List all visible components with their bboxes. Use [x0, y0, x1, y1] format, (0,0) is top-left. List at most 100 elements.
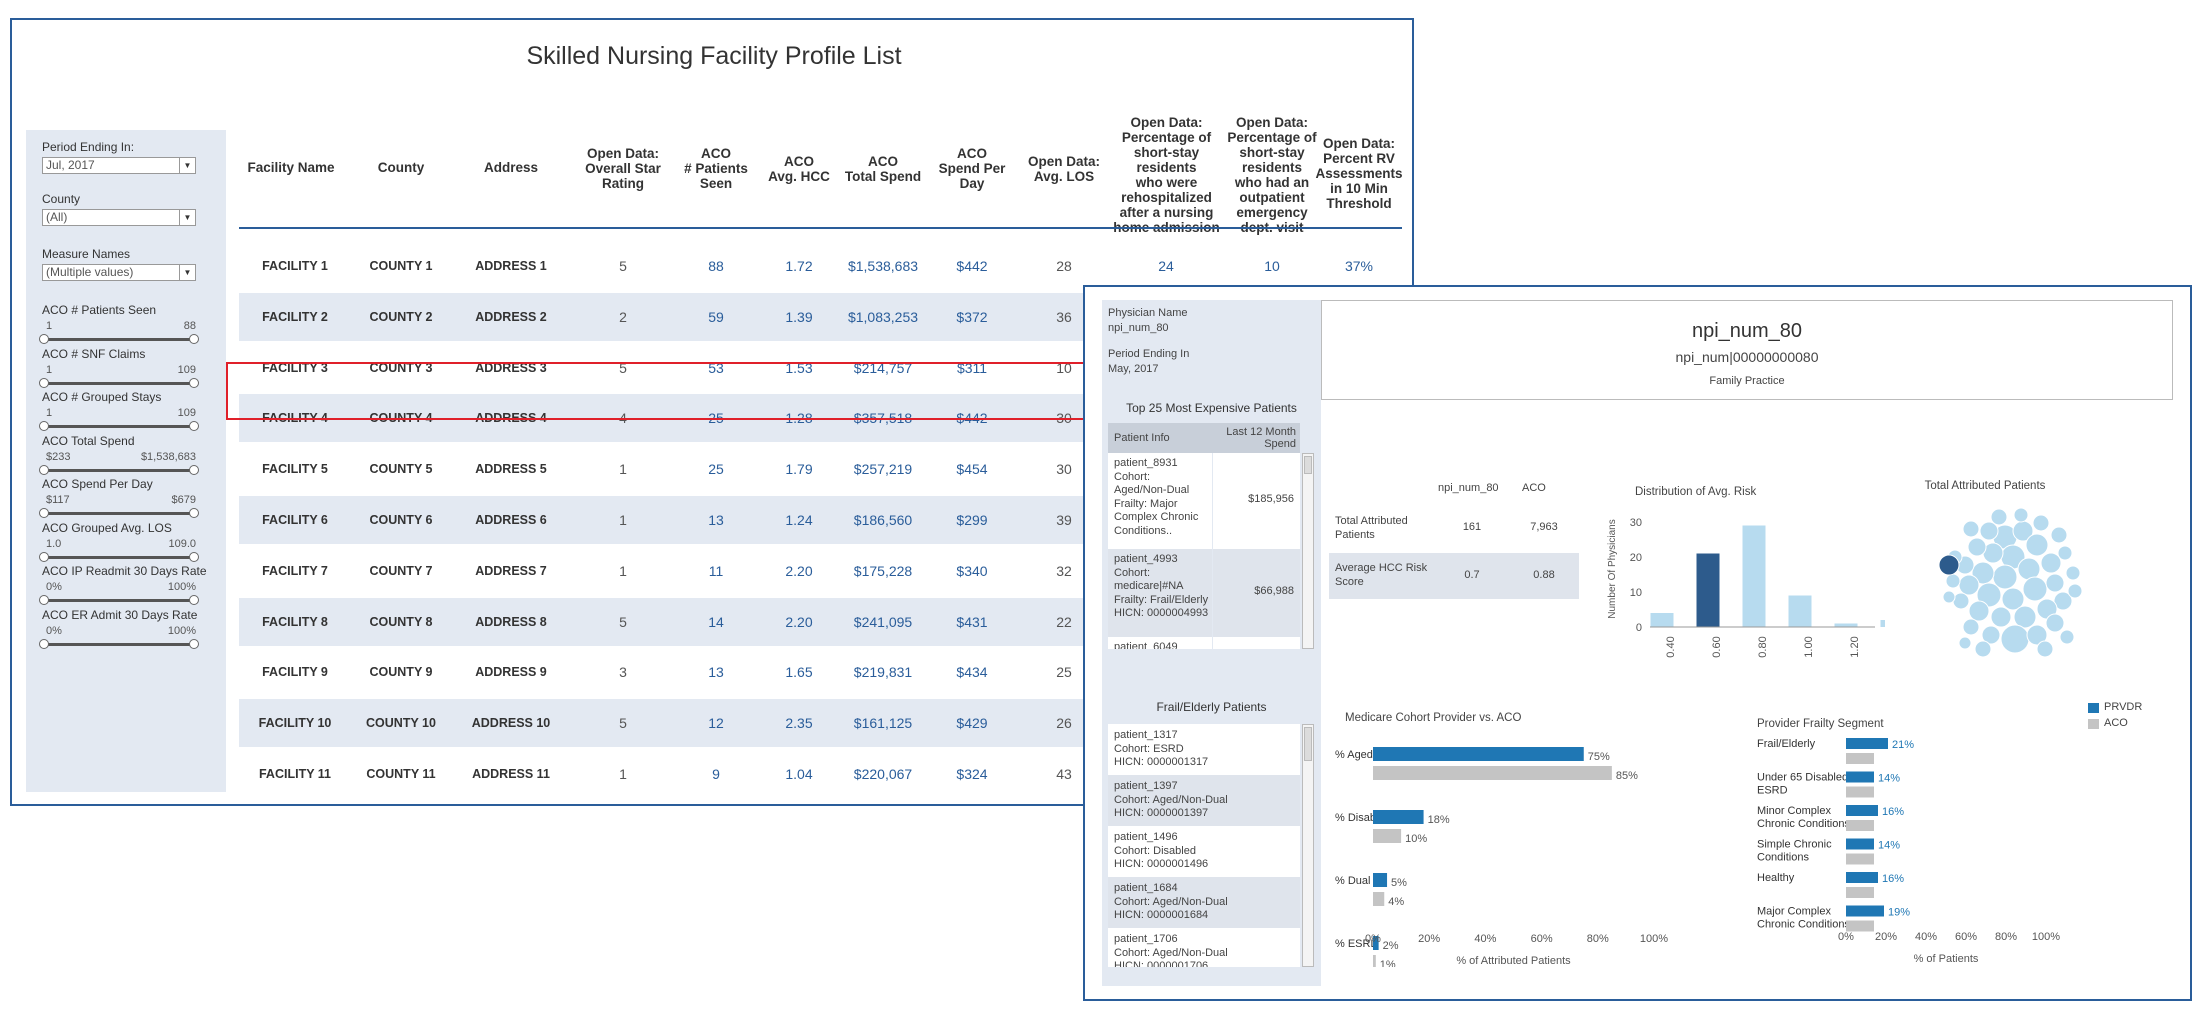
patient-bubble[interactable] — [1981, 625, 2001, 645]
bar-prvdr[interactable] — [1846, 838, 1874, 850]
bar-aco[interactable] — [1373, 766, 1612, 780]
scroll-thumb[interactable] — [1304, 456, 1312, 474]
patient-bubble[interactable] — [2013, 605, 2037, 629]
slider-handle-min[interactable] — [39, 334, 49, 344]
patient-bubble[interactable] — [2067, 583, 2083, 599]
histogram-bar[interactable] — [1742, 525, 1766, 628]
patient-bubble[interactable] — [1976, 582, 2002, 608]
list-item[interactable]: patient_8931 Cohort: Aged/Non-Dual Frail… — [1108, 453, 1300, 549]
bar-prvdr[interactable] — [1373, 810, 1424, 824]
histogram-bar[interactable] — [1650, 613, 1674, 627]
slider-handle-min[interactable] — [39, 595, 49, 605]
chevron-down-icon[interactable]: ▼ — [179, 158, 195, 173]
slider-handle-max[interactable] — [189, 421, 199, 431]
patient-bubble[interactable] — [2059, 629, 2075, 645]
chevron-down-icon[interactable]: ▼ — [179, 210, 195, 225]
top-patients-list[interactable]: patient_8931 Cohort: Aged/Non-Dual Frail… — [1108, 453, 1300, 649]
patient-bubble[interactable] — [1979, 521, 1999, 541]
patient-bubble[interactable] — [2013, 507, 2029, 523]
slider-handle-min[interactable] — [39, 508, 49, 518]
bar-prvdr[interactable] — [1373, 936, 1379, 950]
patient-bubble[interactable] — [2022, 576, 2048, 602]
patient-bubble[interactable] — [2057, 545, 2073, 561]
patient-bubble[interactable] — [2032, 514, 2050, 532]
patient-bubble[interactable] — [2025, 533, 2049, 557]
patient-bubble[interactable] — [1942, 590, 1956, 604]
slider-handle-min[interactable] — [39, 377, 49, 388]
slider-handle-max[interactable] — [189, 551, 199, 562]
slider-track[interactable] — [39, 551, 199, 562]
list-item[interactable]: patient_1317 Cohort: ESRD HICN: 00000013… — [1114, 729, 1209, 768]
patient-bubble[interactable] — [1990, 508, 2008, 526]
slider-handle-max[interactable] — [189, 595, 199, 605]
bar-aco[interactable] — [1846, 920, 1874, 932]
bar-aco[interactable] — [1373, 829, 1402, 843]
histogram-bar[interactable] — [1880, 620, 1886, 627]
slider-handle-max[interactable] — [189, 377, 199, 388]
bar-prvdr[interactable] — [1846, 872, 1878, 883]
slider-track[interactable] — [39, 421, 199, 431]
scroll-thumb[interactable] — [1304, 727, 1312, 761]
table-row[interactable]: FACILITY 5 COUNTY 5 ADDRESS 5 1 25 1.79 $257,2… — [239, 445, 1402, 493]
bar-aco[interactable] — [1846, 753, 1874, 764]
patient-bubble[interactable] — [1990, 606, 2012, 628]
patient-bubble[interactable] — [2001, 587, 2025, 611]
list-item[interactable]: patient_4993 Cohort: medicare|#NA Frailt… — [1108, 549, 1300, 637]
histogram-bar[interactable] — [1834, 623, 1858, 628]
table-row[interactable]: FACILITY 7 COUNTY 7 ADDRESS 7 1 11 2.20 $175,2… — [239, 547, 1402, 595]
bar-aco[interactable] — [1846, 853, 1874, 865]
patient-bubble[interactable] — [2045, 573, 2065, 593]
slider-track[interactable] — [39, 638, 199, 649]
frail-patients-list[interactable]: patient_1317 Cohort: ESRD HICN: 00000013… — [1108, 724, 1300, 967]
patient-bubble[interactable] — [1967, 537, 1987, 557]
bar-aco[interactable] — [1846, 786, 1874, 798]
patient-bubble[interactable] — [2053, 591, 2073, 611]
table-row[interactable]: FACILITY 11 COUNTY 11 ADDRESS 11 1 9 1.04 $220… — [239, 750, 1402, 798]
list-item[interactable]: patient_1397 Cohort: Aged/Non-Dual HICN:… — [1108, 775, 1300, 826]
list-item[interactable]: patient_1496 Cohort: Disabled HICN: 0000… — [1114, 831, 1209, 870]
slider-handle-min[interactable] — [39, 464, 49, 475]
slider-track[interactable] — [39, 377, 199, 388]
bar-aco[interactable] — [1846, 887, 1874, 898]
slider-track[interactable] — [39, 334, 199, 344]
patient-bubble[interactable] — [1968, 600, 1990, 622]
bar-prvdr[interactable] — [1846, 771, 1874, 783]
chevron-down-icon[interactable]: ▼ — [179, 265, 195, 280]
bar-prvdr[interactable] — [1373, 873, 1388, 887]
histogram-bar[interactable] — [1788, 595, 1812, 628]
period-select[interactable]: Jul, 2017 ▼ — [42, 157, 196, 174]
slider-handle-min[interactable] — [39, 551, 49, 562]
top-patients-scrollbar[interactable] — [1302, 453, 1314, 649]
slider-handle-max[interactable] — [189, 638, 199, 649]
patient-bubble[interactable] — [1945, 573, 1961, 589]
patient-bubble[interactable] — [2040, 552, 2062, 574]
slider-handle-max[interactable] — [189, 334, 199, 344]
patient-bubble[interactable] — [1958, 636, 1972, 650]
patient-bubble[interactable] — [1971, 561, 1995, 585]
list-item[interactable]: patient_1706 Cohort: Aged/Non-Dual HICN:… — [1114, 933, 1228, 967]
histogram-bar[interactable] — [1696, 553, 1720, 628]
patient-bubble[interactable] — [1974, 640, 1992, 657]
bar-prvdr[interactable] — [1846, 738, 1888, 749]
measure-select[interactable]: (Multiple values) ▼ — [42, 264, 196, 281]
bar-aco[interactable] — [1373, 955, 1376, 967]
slider-track[interactable] — [39, 595, 199, 605]
bar-prvdr[interactable] — [1846, 905, 1884, 917]
patient-bubble[interactable] — [2065, 565, 2081, 581]
patient-bubble[interactable] — [1958, 574, 1980, 596]
patient-bubble[interactable] — [1962, 618, 1980, 636]
patient-bubble[interactable] — [1962, 520, 1980, 538]
frail-patients-scrollbar[interactable] — [1302, 724, 1314, 967]
bar-prvdr[interactable] — [1373, 747, 1584, 761]
patient-bubble[interactable] — [2000, 624, 2030, 654]
patient-bubble[interactable] — [2026, 624, 2048, 646]
slider-track[interactable] — [39, 508, 199, 518]
slider-handle-max[interactable] — [189, 464, 199, 475]
patient-bubble[interactable] — [2036, 640, 2054, 657]
slider-handle-min[interactable] — [39, 421, 49, 431]
patient-bubble[interactable] — [1952, 592, 1970, 610]
table-row[interactable]: FACILITY 1 COUNTY 1 ADDRESS 1 5 88 1.72 $1,538… — [239, 242, 1402, 290]
list-item[interactable]: patient_1684 Cohort: Aged/Non-Dual HICN:… — [1108, 877, 1300, 928]
patient-bubble[interactable] — [2050, 526, 2068, 544]
slider-handle-min[interactable] — [39, 638, 49, 649]
